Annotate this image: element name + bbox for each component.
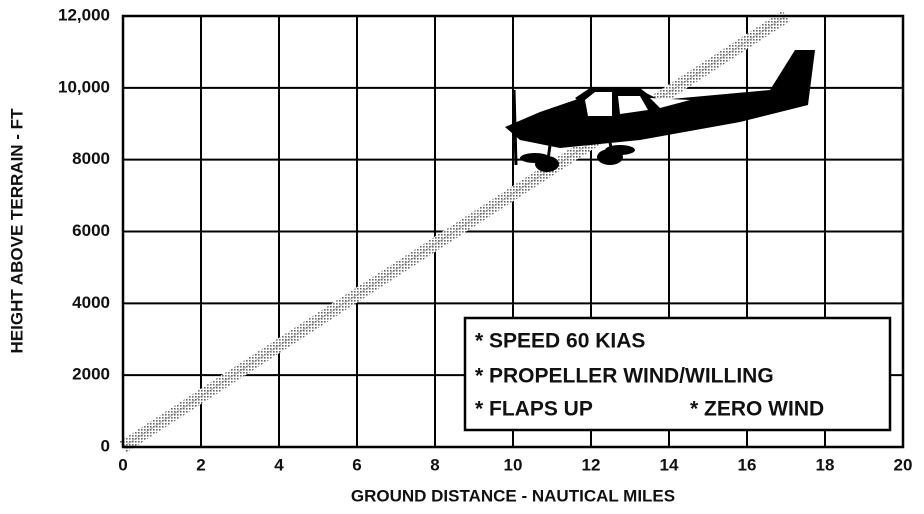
- x-tick-label: 4: [274, 455, 284, 474]
- chart: * SPEED 60 KIAS * PROPELLER WIND/WILLING…: [0, 0, 924, 514]
- x-tick-label: 20: [894, 455, 913, 474]
- y-tick-label: 10,000: [58, 77, 110, 96]
- y-tick-label: 4000: [72, 293, 110, 312]
- x-tick-label: 14: [660, 455, 679, 474]
- note: * FLAPS UP: [475, 398, 593, 421]
- y-tick-label: 0: [101, 436, 110, 455]
- note: * ZERO WIND: [690, 398, 824, 421]
- note: * SPEED 60 KIAS: [475, 330, 645, 353]
- x-axis-title: GROUND DISTANCE - NAUTICAL MILES: [351, 486, 675, 505]
- x-tick-label: 6: [352, 455, 361, 474]
- airplane-silhouette: [505, 50, 815, 172]
- x-tick-label: 2: [196, 455, 205, 474]
- y-tick-label: 6000: [72, 221, 110, 240]
- x-tick-label: 16: [738, 455, 757, 474]
- y-tick-label: 12,000: [58, 5, 110, 24]
- x-tick-label: 12: [582, 455, 601, 474]
- x-tick-label: 18: [816, 455, 835, 474]
- y-tick-label: 8000: [72, 149, 110, 168]
- x-tick-label: 8: [430, 455, 439, 474]
- y-tick-label: 2000: [72, 365, 110, 384]
- y-axis-title: HEIGHT ABOVE TERRAIN - FT: [7, 108, 26, 354]
- x-tick-label: 0: [118, 455, 127, 474]
- note: * PROPELLER WIND/WILLING: [475, 365, 774, 388]
- x-tick-label: 10: [504, 455, 523, 474]
